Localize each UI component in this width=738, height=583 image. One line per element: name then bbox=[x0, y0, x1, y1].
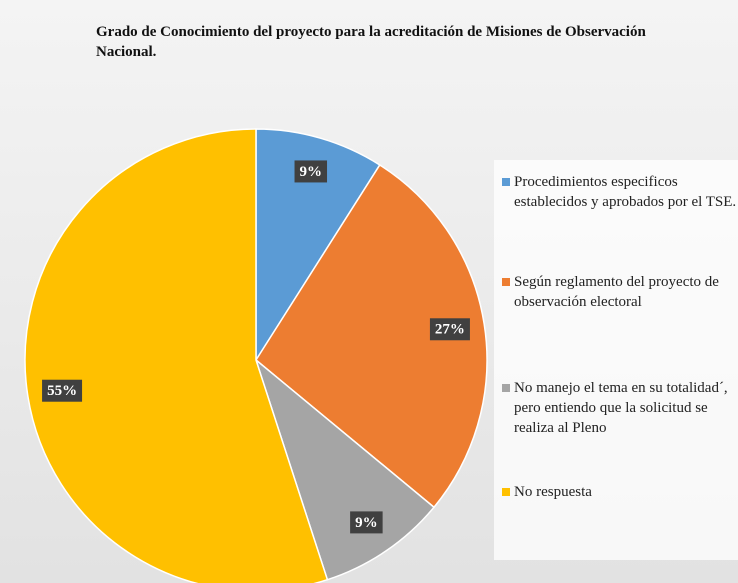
data-label: 9% bbox=[355, 515, 378, 531]
legend-label: Procedimientos especificos establecidos … bbox=[514, 174, 737, 210]
legend: Procedimientos especificos establecidos … bbox=[494, 160, 738, 560]
legend-swatch bbox=[502, 278, 510, 286]
legend-swatch bbox=[502, 488, 510, 496]
pie-slice bbox=[255, 163, 488, 509]
legend-swatch bbox=[502, 178, 510, 186]
legend-entry: No respuesta bbox=[502, 482, 738, 502]
chart-title: Grado de Conocimiento del proyecto para … bbox=[96, 24, 646, 60]
pie-slice bbox=[24, 128, 329, 583]
legend-entry: Según reglamento del proyecto de observa… bbox=[502, 272, 738, 312]
legend-swatch bbox=[502, 384, 510, 392]
legend-entry: No manejo el tema en su totalidad´, pero… bbox=[502, 378, 738, 438]
data-label: 9% bbox=[300, 164, 323, 180]
pie-slice bbox=[254, 357, 436, 581]
data-label: 27% bbox=[435, 322, 465, 338]
pie-slice bbox=[255, 128, 381, 363]
data-label: 55% bbox=[47, 383, 77, 399]
data-label-box bbox=[429, 318, 470, 341]
data-label-box bbox=[350, 511, 383, 534]
legend-entry: Procedimientos especificos establecidos … bbox=[502, 172, 738, 212]
data-label-box bbox=[294, 160, 328, 183]
legend-label: No respuesta bbox=[514, 484, 592, 500]
legend-label: No manejo el tema en su totalidad´, pero… bbox=[514, 380, 728, 436]
data-label-box bbox=[42, 379, 83, 402]
legend-label: Según reglamento del proyecto de observa… bbox=[514, 274, 719, 310]
